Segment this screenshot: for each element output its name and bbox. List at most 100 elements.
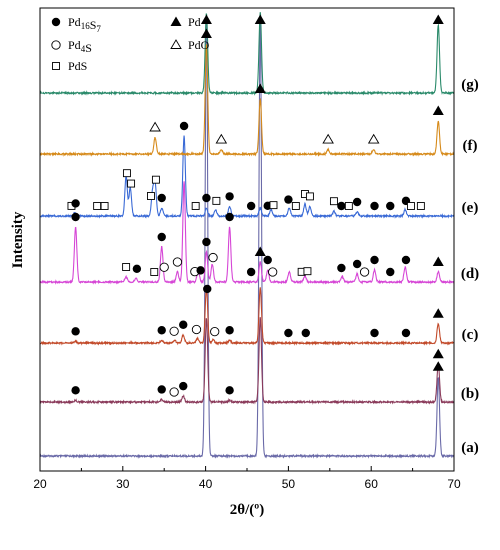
peak-marker — [284, 195, 293, 204]
peak-marker — [179, 320, 188, 329]
series-line — [39, 43, 455, 157]
peak-marker — [246, 201, 256, 211]
peak-marker — [367, 133, 380, 144]
series-label: (a) — [461, 440, 479, 456]
peak-marker — [359, 267, 370, 277]
ticks-layer: 20 30 40 50 60 70 — [33, 466, 461, 491]
peak-marker — [157, 326, 166, 335]
peak-marker — [71, 212, 80, 222]
peak-marker — [196, 266, 205, 275]
peak-marker — [370, 328, 379, 338]
peak-marker — [212, 196, 221, 205]
peak-marker — [291, 202, 300, 210]
series-line — [39, 135, 455, 219]
peak-marker — [432, 361, 444, 371]
legend-label: Pd4S — [68, 38, 92, 55]
peak-marker — [329, 197, 338, 206]
x-tick-label: 20 — [33, 477, 47, 491]
series-label: (e) — [462, 200, 479, 216]
legend-marker — [52, 62, 60, 70]
legend-label: Pd — [188, 15, 201, 29]
markers-layer — [67, 14, 444, 397]
peak-marker — [406, 202, 415, 210]
peak-marker — [191, 324, 202, 335]
peak-marker — [254, 14, 266, 24]
peak-marker — [151, 175, 160, 184]
x-tick-label: 70 — [447, 477, 461, 491]
legend-marker — [51, 40, 61, 50]
x-tick-label: 30 — [116, 477, 130, 491]
peak-marker — [432, 308, 444, 318]
series-line — [39, 15, 455, 459]
peak-marker — [254, 83, 266, 93]
curves-layer — [39, 12, 455, 459]
peak-marker — [269, 201, 278, 210]
series-label: (g) — [461, 77, 479, 93]
peak-marker — [149, 121, 161, 132]
peak-marker — [179, 121, 189, 131]
peak-marker — [225, 386, 234, 395]
peak-marker — [352, 197, 362, 207]
peak-marker — [169, 387, 179, 397]
peak-marker — [179, 381, 188, 391]
peak-marker — [301, 328, 310, 338]
peak-marker — [191, 202, 200, 210]
peak-marker — [370, 255, 379, 265]
peak-marker — [71, 386, 80, 395]
peak-marker — [386, 201, 395, 211]
peak-marker — [132, 264, 142, 273]
peak-marker — [157, 385, 166, 394]
peak-marker — [401, 255, 411, 265]
peak-marker — [200, 28, 212, 38]
peak-marker — [432, 256, 444, 266]
series-label: (b) — [461, 386, 479, 402]
peak-marker — [432, 105, 444, 115]
legend-label: PdS — [68, 59, 87, 73]
peak-marker — [169, 326, 179, 336]
peak-marker — [352, 259, 362, 269]
peak-marker — [122, 263, 131, 271]
peak-marker — [127, 179, 136, 188]
x-axis-title: 2θ/(º) — [230, 502, 264, 518]
peak-marker — [303, 267, 312, 276]
peak-marker — [71, 199, 80, 208]
peak-marker — [284, 328, 293, 338]
legend-marker — [51, 17, 61, 27]
series-line — [39, 12, 455, 96]
peak-marker — [203, 284, 212, 294]
curve-labels-layer: (a) (b) (c) (d) (e) (f) (g) — [461, 77, 479, 456]
peak-marker — [370, 201, 379, 211]
peak-marker — [225, 326, 234, 335]
peak-marker — [210, 326, 220, 337]
peak-marker — [200, 14, 212, 24]
peak-marker — [432, 14, 444, 24]
peak-marker — [122, 169, 131, 178]
peak-marker — [202, 193, 211, 203]
series-line — [39, 317, 455, 405]
legend-label: PdO — [188, 38, 210, 52]
peak-marker — [157, 193, 166, 203]
peak-marker — [100, 202, 109, 210]
peak-marker — [147, 192, 155, 200]
legend-label: Pd16S7 — [68, 15, 101, 34]
series-line — [39, 287, 455, 346]
peak-marker — [215, 133, 228, 144]
peak-marker — [337, 263, 346, 273]
series-label: (f) — [463, 138, 478, 154]
legend: Pd16S7 Pd Pd4S PdO PdS — [51, 15, 210, 73]
peak-marker — [71, 327, 80, 336]
x-tick-label: 50 — [282, 477, 296, 491]
peak-marker — [246, 267, 256, 277]
peak-marker — [337, 201, 346, 211]
series-label: (c) — [462, 327, 479, 343]
peak-marker — [386, 267, 395, 277]
y-axis-title: Intensity — [10, 211, 26, 268]
peak-marker — [159, 262, 169, 272]
x-tick-label: 40 — [199, 477, 213, 491]
peak-marker — [322, 133, 334, 144]
peak-marker — [432, 348, 444, 359]
legend-marker — [170, 39, 182, 49]
peak-marker — [172, 257, 183, 267]
peak-marker — [305, 192, 314, 201]
